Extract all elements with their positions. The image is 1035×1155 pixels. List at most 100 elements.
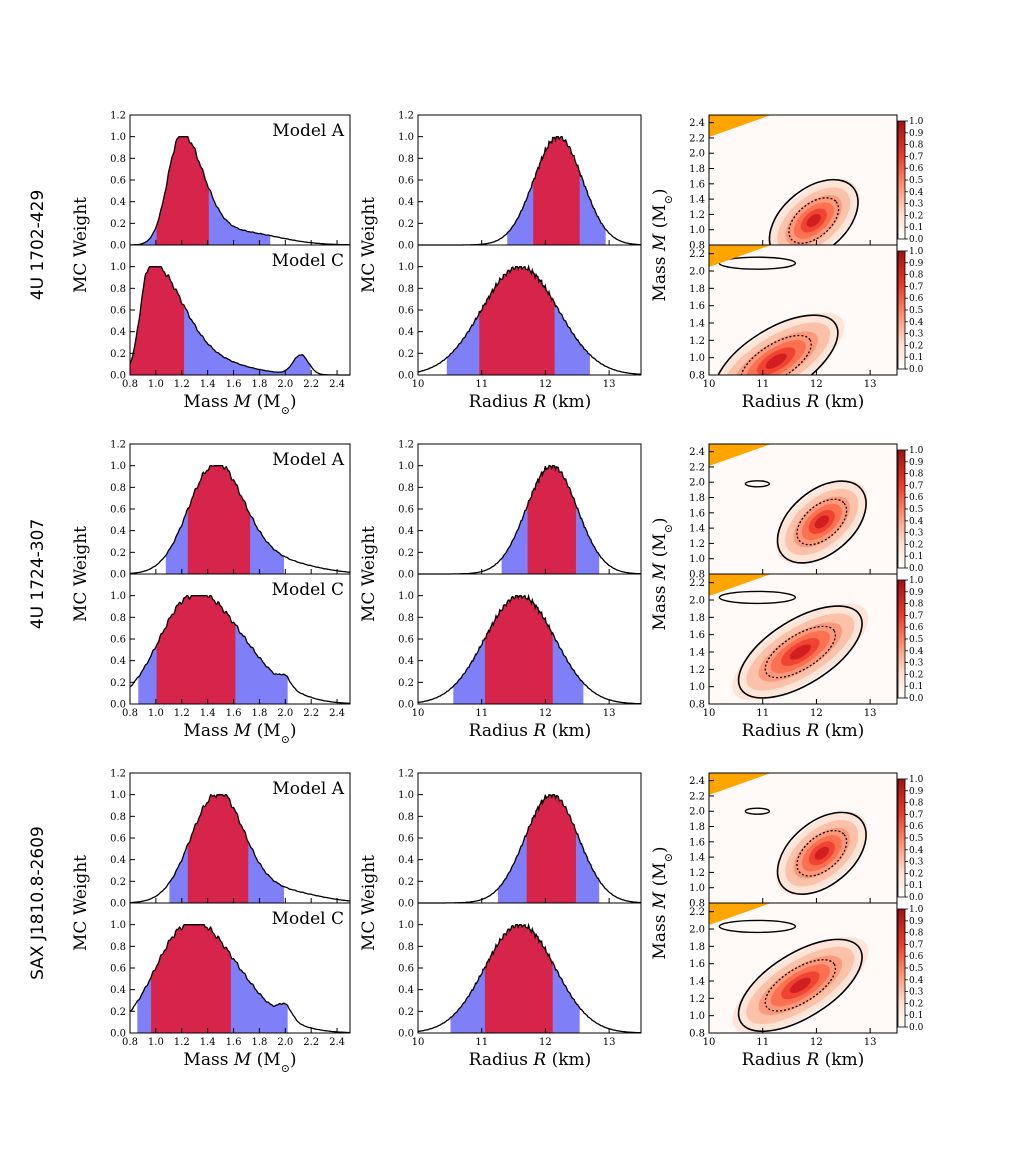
radius-C-ytick-label: 0.6 <box>398 306 414 317</box>
mr-1-C-colorbar-label: 0.4 <box>909 318 924 328</box>
mr-1-A-colorbar-label: 0.7 <box>909 152 924 162</box>
radius-A-ytick-label: 1.2 <box>398 769 414 780</box>
mr-2-C-colorbar-label: 0.4 <box>909 647 924 657</box>
mr-3-A-colorbar-label: 0.1 <box>909 881 923 891</box>
radius-C-xtick-label: 10 <box>412 1037 425 1048</box>
mass-C-ytick-label: 0.8 <box>110 613 126 624</box>
radius-A-ytick-label: 0.6 <box>398 176 414 187</box>
mass-C-ytick-label: 0.0 <box>110 371 126 382</box>
mr-C-ytick-label: 1.4 <box>689 977 705 988</box>
mass-A-ytick-label: 0.2 <box>110 548 126 559</box>
mr-A-ytick-label: 2.2 <box>689 133 705 144</box>
mr-1-A-density-layer <box>806 213 821 228</box>
mr-A-ytick-label: 1.2 <box>689 210 705 221</box>
mass-C-ytick-label: 0.6 <box>110 635 126 646</box>
radius-A-inner-region <box>533 136 580 245</box>
weight-axis-label: MC Weight <box>359 855 379 951</box>
mr-3-A-contour-outer <box>776 811 867 895</box>
mr-2-C-frame <box>708 573 898 705</box>
radius-A-ytick-label: 0.4 <box>398 197 414 208</box>
mr-2-A-contour-secondary <box>744 480 771 488</box>
radius-A-ytick-label: 0.2 <box>398 548 414 559</box>
radius-A-ytick-label: 0.8 <box>398 154 414 165</box>
mr-A-ytick-label: 1.4 <box>689 853 705 864</box>
mr-C-xtick-label: 12 <box>810 708 823 719</box>
mr-2-A-density-layer <box>814 515 829 529</box>
mass-C-ytick-label: 0.0 <box>110 1029 126 1040</box>
mass-C-curve <box>129 266 350 376</box>
radius-A-ytick-label: 0.2 <box>398 877 414 888</box>
mr-1-A-colorbar-label: 0.2 <box>909 211 923 221</box>
radius-panel-model-C: 0.0 0.2 0.4 0.6 0.8 1.0 10 11 12 13 <box>398 244 642 390</box>
mass-C-ytick-label: 1.0 <box>110 262 126 273</box>
mr-1-C-colorbar-label: 0.7 <box>909 282 924 292</box>
mass-A-ytick-label: 0.8 <box>110 483 126 494</box>
mass-A-ytick-label: 0.2 <box>110 219 126 230</box>
radius-C-curve <box>417 264 642 375</box>
mr-panel-model-A: 0.8 1.0 1.2 1.4 1.6 1.8 2.0 2.2 2.4 0.0 0.1 0.20.3 0… <box>689 772 924 910</box>
mass-C-inner-region <box>151 924 231 1033</box>
mr-C-ytick-label: 1.8 <box>689 942 705 953</box>
mr-3-A-colorbar-label: 0.3 <box>909 858 924 868</box>
mr-1-C-excluded-region <box>709 245 771 267</box>
mr-2-A-heatmap <box>709 444 897 574</box>
radius-A-ytick-label: 1.0 <box>398 461 414 472</box>
mr-3-C-density-layer <box>789 977 811 993</box>
radius-C-xtick-label: 11 <box>475 708 488 719</box>
mr-C-ytick-label: 1.4 <box>689 319 705 330</box>
mr-C-ytick-label: 1.8 <box>689 613 705 624</box>
mass-C-xtick-label: 1.6 <box>226 379 242 390</box>
mr-2-A-contour-inner <box>796 498 848 546</box>
mass-panel-model-C: 0.0 0.2 0.4 0.6 0.8 1.0 0.8 1.0 1.2 1.4 1.6 1.8 2.0 2… <box>110 573 351 719</box>
mr-C-ytick-label: 1.2 <box>689 665 705 676</box>
weight-axis-label: MC Weight <box>71 526 91 622</box>
mass-C-ytick-label: 0.6 <box>110 306 126 317</box>
mr-A-ytick-label: 1.8 <box>689 822 705 833</box>
mr-1-A-heatmap <box>709 115 897 245</box>
mr-3-A-colorbar-label: 0.2 <box>909 869 923 879</box>
mass-A-curve <box>130 465 351 575</box>
mass-C-xtick-label: 1.0 <box>148 708 164 719</box>
radius-axis-label: Radius R (km) <box>469 721 592 741</box>
mr-3-A-colorbar <box>897 778 906 898</box>
mr-C-ytick-label: 2.0 <box>689 925 705 936</box>
mr-1-C-colorbar-label: 0.9 <box>909 259 924 269</box>
mr-C-xtick-label: 12 <box>810 379 823 390</box>
mr-1-A-colorbar-label: 0.9 <box>909 129 924 139</box>
mass-C-ytick-label: 0.4 <box>110 985 126 996</box>
mr-y-axis-label: Mass M (M⊙) <box>650 517 675 630</box>
mass-A-ytick-label: 1.0 <box>110 132 126 143</box>
mr-2-A-colorbar-label: 0.6 <box>909 493 924 503</box>
mr-1-A-colorbar-label: 1.0 <box>909 117 924 127</box>
mass-A-ytick-label: 0.6 <box>110 834 126 845</box>
mr-2-C-contour-outer <box>737 605 863 699</box>
radius-panel-model-A: 0.0 0.2 0.4 0.6 0.8 1.0 1.2 <box>398 111 642 252</box>
mr-2-A-colorbar-label: 0.0 <box>909 564 924 574</box>
weight-axis-label: MC Weight <box>71 855 91 951</box>
mass-C-ytick-label: 0.2 <box>110 678 126 689</box>
mr-C-xtick-label: 12 <box>810 1037 823 1048</box>
row-label-source: SAX J1810.8-2609 <box>28 826 48 980</box>
radius-C-xtick-label: 12 <box>539 708 552 719</box>
mr-1-A-colorbar-label: 0.0 <box>909 235 924 245</box>
mr-1-C-colorbar-label: 0.6 <box>909 294 924 304</box>
mr-C-xtick-label: 11 <box>756 708 769 719</box>
mass-C-ytick-label: 0.8 <box>110 942 126 953</box>
model-label: Model C <box>272 909 344 929</box>
radius-A-ytick-label: 0.6 <box>398 505 414 516</box>
mr-A-ytick-label: 1.0 <box>689 883 705 894</box>
mr-3-C-excluded-region <box>709 903 771 925</box>
radius-C-xtick-label: 11 <box>475 1037 488 1048</box>
mr-1-C-colorbar-label: 0.2 <box>909 341 923 351</box>
radius-A-ytick-label: 0.0 <box>398 899 414 910</box>
radius-C-ytick-label: 0.2 <box>398 349 414 360</box>
radius-C-ytick-label: 0.8 <box>398 942 414 953</box>
mr-C-ytick-label: 2.0 <box>689 596 705 607</box>
mr-2-C-colorbar-label: 0.2 <box>909 670 923 680</box>
mass-A-ytick-label: 1.0 <box>110 461 126 472</box>
mass-C-inner-region <box>130 266 185 375</box>
mr-2-C-heatmap <box>709 574 897 704</box>
mass-axis-label: Mass M (M⊙) <box>183 392 296 417</box>
